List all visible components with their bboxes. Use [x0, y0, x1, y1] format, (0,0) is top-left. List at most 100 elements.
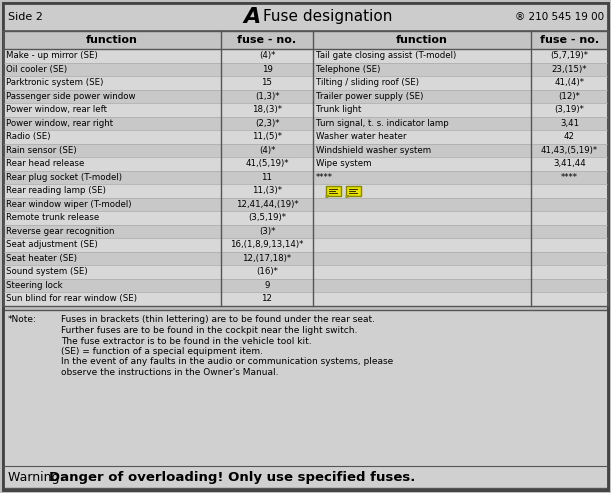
Text: Danger of overloading! Only use specified fuses.: Danger of overloading! Only use specifie… — [49, 470, 415, 484]
Bar — [3, 238, 608, 251]
Text: Rear reading lamp (SE): Rear reading lamp (SE) — [6, 186, 106, 195]
Bar — [3, 198, 608, 211]
Text: (2,3)*: (2,3)* — [255, 119, 279, 128]
Text: ****: **** — [316, 173, 333, 182]
Text: (16)*: (16)* — [256, 267, 278, 276]
Bar — [3, 184, 608, 198]
Bar — [3, 143, 608, 157]
Text: Radio (SE): Radio (SE) — [6, 132, 51, 141]
Text: 19: 19 — [262, 65, 273, 74]
Text: Oil cooler (SE): Oil cooler (SE) — [6, 65, 67, 74]
Text: observe the instructions in the Owner's Manual.: observe the instructions in the Owner's … — [61, 368, 279, 377]
Text: Turn signal, t. s. indicator lamp: Turn signal, t. s. indicator lamp — [316, 119, 448, 128]
Text: ****: **** — [561, 173, 578, 182]
Text: Passenger side power window: Passenger side power window — [6, 92, 136, 101]
Text: (3,19)*: (3,19)* — [555, 105, 585, 114]
Text: Steering lock: Steering lock — [6, 281, 62, 290]
Text: 3,41,44: 3,41,44 — [553, 159, 586, 168]
Text: Side 2: Side 2 — [8, 12, 43, 22]
Text: A: A — [243, 7, 260, 27]
Polygon shape — [326, 196, 329, 199]
Text: fuse - no.: fuse - no. — [238, 35, 296, 45]
Text: Rear window wiper (T-model): Rear window wiper (T-model) — [6, 200, 131, 209]
Text: 16,(1,8,9,13,14)*: 16,(1,8,9,13,14)* — [230, 240, 304, 249]
Text: Rear head release: Rear head release — [6, 159, 84, 168]
Bar — [3, 171, 608, 184]
Bar — [3, 76, 608, 90]
Text: Sound system (SE): Sound system (SE) — [6, 267, 87, 276]
Text: Rear plug socket (T-model): Rear plug socket (T-model) — [6, 173, 122, 182]
Text: Further fuses are to be found in the cockpit near the light switch.: Further fuses are to be found in the coc… — [61, 326, 357, 335]
Text: 9: 9 — [265, 281, 269, 290]
Text: Telephone (SE): Telephone (SE) — [316, 65, 381, 74]
Text: 12,(17,18)*: 12,(17,18)* — [243, 254, 291, 263]
Text: 18,(3)*: 18,(3)* — [252, 105, 282, 114]
Text: function: function — [396, 35, 448, 45]
Text: Make - up mirror (SE): Make - up mirror (SE) — [6, 51, 98, 60]
Text: (12)*: (12)* — [558, 92, 580, 101]
Text: 11,(3)*: 11,(3)* — [252, 186, 282, 195]
Text: 3,41: 3,41 — [560, 119, 579, 128]
Text: Seat heater (SE): Seat heater (SE) — [6, 254, 77, 263]
Bar — [3, 310, 608, 488]
Text: *Note:: *Note: — [8, 316, 37, 324]
Text: 12,41,44,(19)*: 12,41,44,(19)* — [236, 200, 298, 209]
Bar — [3, 63, 608, 76]
Text: In the event of any faults in the audio or communication systems, please: In the event of any faults in the audio … — [61, 357, 393, 366]
Bar — [3, 279, 608, 292]
Text: Reverse gear recognition: Reverse gear recognition — [6, 227, 114, 236]
Bar — [3, 90, 608, 103]
Text: 42: 42 — [564, 132, 575, 141]
Text: Trailer power supply (SE): Trailer power supply (SE) — [316, 92, 423, 101]
Text: 11,(5)*: 11,(5)* — [252, 132, 282, 141]
Text: Fuse designation: Fuse designation — [263, 9, 392, 25]
Text: 23,(15)*: 23,(15)* — [552, 65, 587, 74]
Text: Remote trunk release: Remote trunk release — [6, 213, 99, 222]
Text: Power window, rear left: Power window, rear left — [6, 105, 107, 114]
Text: Seat adjustment (SE): Seat adjustment (SE) — [6, 240, 98, 249]
Text: Power window, rear right: Power window, rear right — [6, 119, 113, 128]
Text: 12: 12 — [262, 294, 273, 303]
Text: Rain sensor (SE): Rain sensor (SE) — [6, 146, 76, 155]
Text: (3,5,19)*: (3,5,19)* — [248, 213, 286, 222]
FancyBboxPatch shape — [326, 186, 340, 196]
Bar — [3, 265, 608, 279]
Text: Washer water heater: Washer water heater — [316, 132, 406, 141]
Bar — [3, 49, 608, 63]
Text: 15: 15 — [262, 78, 273, 87]
Text: Warning:: Warning: — [8, 470, 68, 484]
Bar — [3, 157, 608, 171]
Bar — [3, 251, 608, 265]
Text: Windshield washer system: Windshield washer system — [316, 146, 431, 155]
Text: (4)*: (4)* — [259, 51, 275, 60]
Text: (1,3)*: (1,3)* — [255, 92, 279, 101]
Text: ® 210 545 19 00: ® 210 545 19 00 — [515, 12, 604, 22]
Text: Tail gate closing assist (T-model): Tail gate closing assist (T-model) — [316, 51, 456, 60]
Bar — [3, 224, 608, 238]
Text: Wipe system: Wipe system — [316, 159, 371, 168]
Text: Fuses in brackets (thin lettering) are to be found under the rear seat.: Fuses in brackets (thin lettering) are t… — [61, 316, 375, 324]
Text: (5,7,19)*: (5,7,19)* — [551, 51, 588, 60]
Text: (3)*: (3)* — [259, 227, 275, 236]
Text: 41,(4)*: 41,(4)* — [555, 78, 585, 87]
Bar — [3, 130, 608, 143]
Text: function: function — [86, 35, 138, 45]
Text: Trunk light: Trunk light — [316, 105, 361, 114]
Polygon shape — [346, 196, 349, 199]
Text: 11: 11 — [262, 173, 273, 182]
Text: Sun blind for rear window (SE): Sun blind for rear window (SE) — [6, 294, 137, 303]
Bar — [3, 3, 608, 31]
Text: (4)*: (4)* — [259, 146, 275, 155]
Text: Parktronic system (SE): Parktronic system (SE) — [6, 78, 103, 87]
Bar — [3, 116, 608, 130]
Text: 41,43,(5,19)*: 41,43,(5,19)* — [541, 146, 598, 155]
Text: Tilting / sliding roof (SE): Tilting / sliding roof (SE) — [316, 78, 419, 87]
Bar — [3, 31, 608, 49]
Text: fuse - no.: fuse - no. — [540, 35, 599, 45]
FancyBboxPatch shape — [345, 186, 360, 196]
Bar — [3, 103, 608, 116]
Bar — [3, 211, 608, 224]
Text: The fuse extractor is to be found in the vehicle tool kit.: The fuse extractor is to be found in the… — [61, 337, 312, 346]
Text: (SE) = function of a special equipment item.: (SE) = function of a special equipment i… — [61, 347, 263, 356]
Text: 41,(5,19)*: 41,(5,19)* — [245, 159, 289, 168]
